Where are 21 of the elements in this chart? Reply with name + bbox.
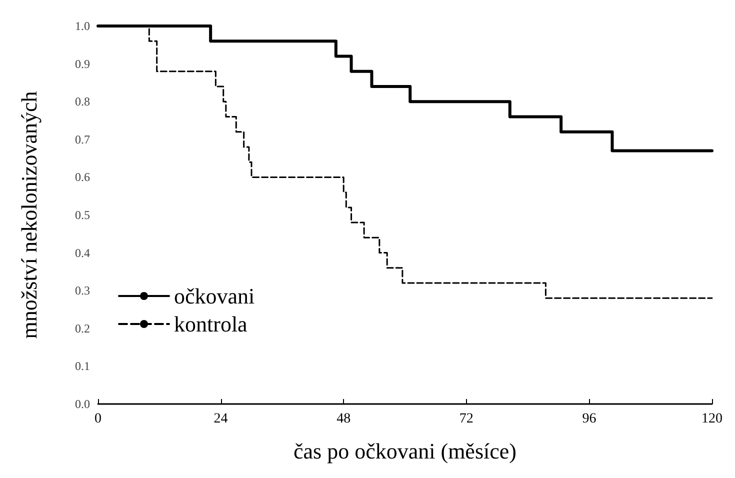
x-tick-label: 48 — [336, 412, 351, 426]
y-tick-label: 1.0 — [75, 19, 90, 33]
y-tick-label: 0.4 — [75, 246, 90, 260]
x-tick-label: 120 — [702, 412, 722, 426]
legend-label: kontrola — [174, 312, 248, 336]
y-tick-label: 0.2 — [75, 321, 90, 336]
y-tick-label: 0.5 — [75, 208, 90, 222]
y-tick-label: 0.1 — [75, 359, 90, 374]
x-tick-label: 72 — [459, 412, 474, 426]
y-tick-label: 0.6 — [75, 170, 90, 184]
x-tick-label: 24 — [214, 412, 228, 426]
y-axis-title: množství nekolonizovaných — [16, 91, 42, 339]
x-axis-title: čas po očkovani (měsíce) — [294, 438, 516, 464]
y-tick-label: 0.8 — [75, 94, 90, 109]
x-tick-label: 96 — [582, 412, 596, 426]
y-tick-label: 0.9 — [75, 56, 90, 71]
y-tick-label: 0.7 — [75, 132, 90, 146]
legend-label: očkovani — [174, 284, 255, 308]
y-tick-label: 0.3 — [75, 284, 90, 298]
y-tick-label: 0.0 — [75, 397, 90, 411]
x-tick-label: 0 — [94, 412, 102, 426]
